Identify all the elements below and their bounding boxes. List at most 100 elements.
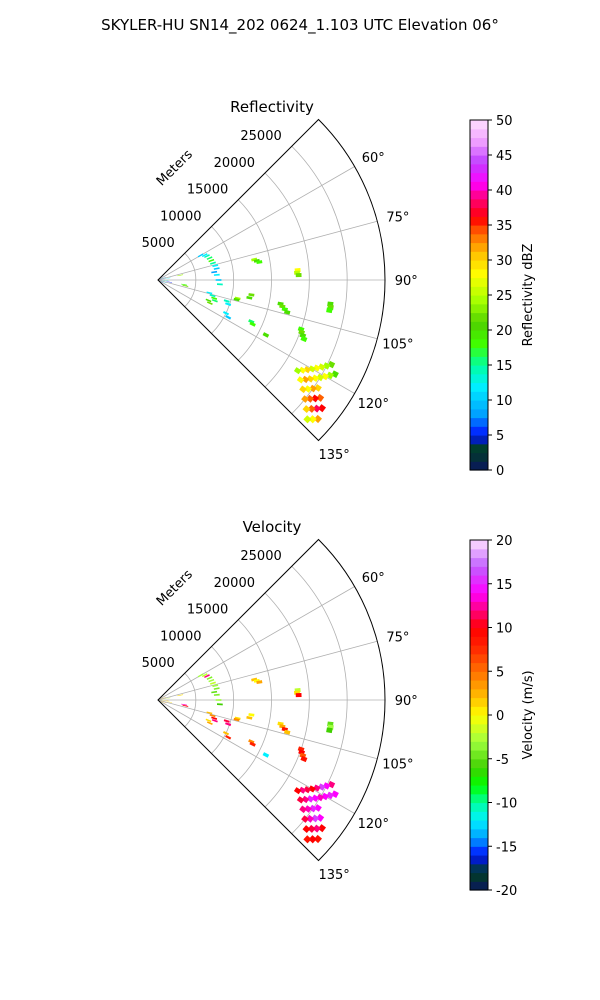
colorbar-segment	[470, 365, 488, 375]
reflectivity-cell	[213, 273, 220, 276]
colorbar-segment	[470, 566, 488, 576]
velocity-cell	[160, 701, 167, 704]
reflectivity-cell	[212, 264, 219, 268]
reflectivity-cell	[204, 254, 210, 259]
velocity-cell	[209, 714, 216, 718]
velocity-cell	[311, 794, 320, 802]
reflectivity-cell	[262, 332, 270, 338]
colorbar-segment	[470, 216, 488, 226]
reflectivity-cell	[223, 299, 230, 303]
panel-title: Velocity	[243, 518, 302, 536]
grid-spoke	[157, 699, 355, 814]
reflectivity-cell	[181, 283, 187, 286]
angle-tick-label: 90°	[395, 274, 418, 289]
colorbar-segment	[470, 785, 488, 795]
colorbar-segment	[470, 776, 488, 786]
colorbar-segment	[470, 443, 488, 454]
reflectivity-cell	[164, 277, 171, 279]
velocity-colorbar: -20 -15 -10 -5 0 5 10 15 20 Velocity (m/s)	[469, 534, 536, 899]
reflectivity-cell	[182, 284, 189, 287]
velocity-cell	[313, 834, 323, 844]
reflectivity-cell	[303, 366, 311, 374]
velocity-cell	[317, 783, 326, 791]
velocity-cell	[164, 697, 171, 699]
colorbar-segment	[470, 338, 488, 349]
reflectivity-cell	[215, 279, 222, 281]
colorbar-tick-label: 25	[496, 289, 513, 304]
colorbar-tick-label: 10	[496, 394, 513, 409]
colorbar-segment	[470, 662, 488, 672]
velocity-cells	[158, 673, 339, 844]
colorbar-segment	[470, 373, 488, 384]
reflectivity-cell	[300, 335, 308, 343]
angle-tick-label: 120°	[358, 397, 389, 412]
colorbar-segment	[470, 802, 488, 812]
angle-tick-label: 90°	[395, 694, 418, 709]
colorbar-tick-label: 15	[496, 578, 513, 593]
velocity-cell	[248, 713, 255, 717]
reflectivity-cell	[313, 364, 321, 372]
colorbar-segment	[470, 837, 488, 847]
colorbar-segment	[470, 855, 488, 865]
colorbar-tick-label: 0	[496, 464, 504, 479]
radial-tick-label: 20000	[214, 156, 255, 171]
colorbar-segment	[470, 688, 488, 699]
velocity-cell	[211, 718, 218, 723]
velocity-cell	[208, 678, 215, 683]
colorbar-segment	[470, 347, 488, 357]
velocity-cell	[181, 703, 187, 706]
velocity-cell	[306, 814, 314, 823]
velocity-cell	[211, 690, 218, 694]
colorbar-segment	[470, 680, 488, 690]
velocity-cell	[177, 694, 184, 697]
colorbar-segment	[470, 225, 488, 235]
velocity-cell	[313, 784, 321, 792]
velocity-cell	[316, 813, 325, 822]
colorbar-segment	[470, 198, 488, 209]
angle-tick-label: 60°	[362, 151, 385, 166]
reflectivity-cell	[311, 394, 320, 403]
reflectivity-cell	[246, 295, 253, 300]
colorbar-segment	[470, 601, 488, 611]
colorbar-segment	[470, 295, 488, 305]
colorbar-segment	[470, 872, 488, 882]
reflectivity-colorbar: 0 5 10 15 20 25 30 35 40 45 50 Reflectivity dBZ	[469, 114, 536, 479]
velocity-cell	[162, 700, 169, 702]
polar-grid	[157, 145, 385, 415]
colorbar-tick-label: 20	[496, 534, 513, 549]
colorbar-segment	[470, 120, 488, 130]
angle-tick-label: 60°	[362, 571, 385, 586]
colorbar-segment	[470, 426, 488, 436]
reflectivity-cell	[298, 366, 307, 374]
reflectivity-cell	[301, 375, 310, 384]
colorbar-segment	[470, 452, 488, 462]
colorbar-segment	[470, 286, 488, 296]
radial-tick-label: 10000	[160, 629, 201, 644]
colorbar-tick-label: -15	[496, 840, 517, 855]
colorbar-segment	[470, 382, 488, 392]
velocity-cell	[326, 791, 334, 800]
radial-tick-label: 5000	[142, 236, 175, 251]
reflectivity-cell	[317, 404, 327, 413]
velocity-cell	[166, 701, 173, 703]
grid-spoke	[157, 220, 378, 281]
colorbar-segment	[470, 207, 488, 217]
velocity-cell	[316, 793, 324, 802]
velocity-cell	[314, 804, 322, 812]
velocity-cell	[296, 796, 305, 804]
velocity-cell	[225, 722, 232, 727]
colorbar-segment	[470, 391, 488, 401]
reflectivity-cell	[211, 298, 218, 303]
colorbar-segment	[470, 767, 488, 777]
colorbar-segment	[470, 242, 488, 252]
reflectivity-cell	[160, 277, 166, 280]
velocity-cell	[302, 825, 311, 834]
velocity-cell	[197, 673, 204, 678]
colorbar-tick-label: 5	[496, 429, 504, 444]
reflectivity-cell	[216, 283, 223, 286]
radial-tick-label: 15000	[187, 603, 228, 618]
polar-grid	[157, 565, 385, 835]
velocity-cell	[304, 805, 312, 813]
colorbar-segment	[470, 163, 488, 174]
